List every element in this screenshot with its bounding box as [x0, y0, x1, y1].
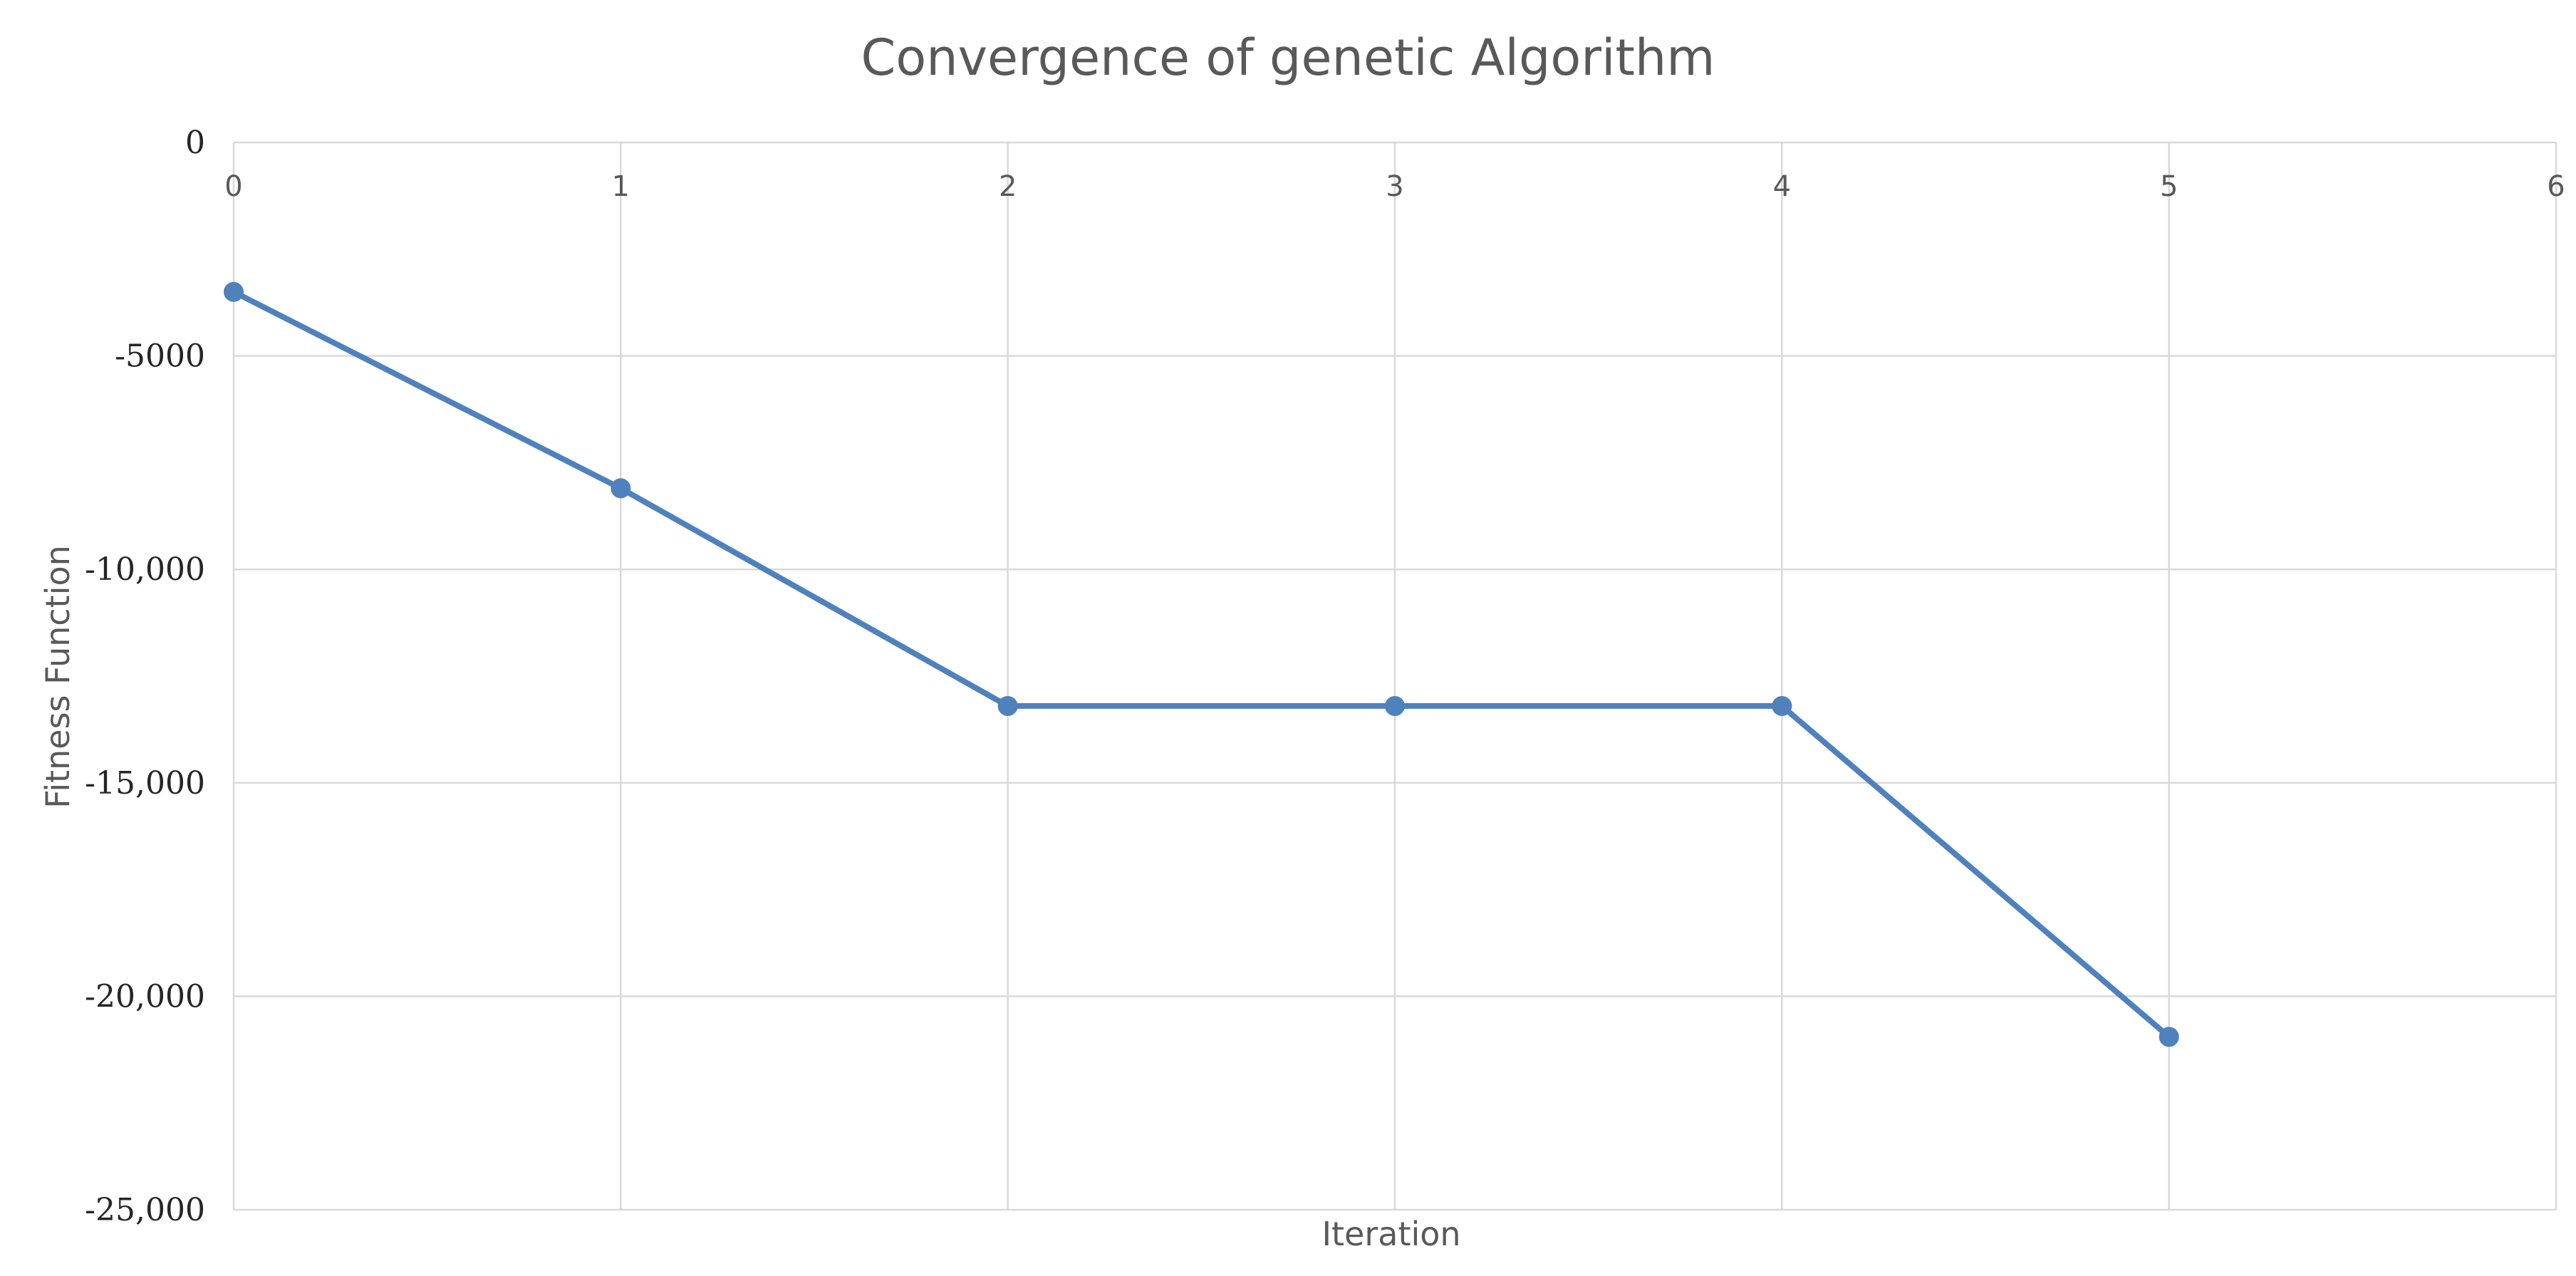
x-tick-label: 2 [999, 170, 1017, 203]
y-tick-label: -25,000 [85, 1192, 205, 1228]
data-point [997, 695, 1018, 716]
x-axis-tick-labels: 0 1 2 3 4 5 6 [224, 170, 2565, 203]
y-tick-label: -5000 [115, 338, 205, 375]
y-axis-title: Fitness Function [38, 545, 77, 809]
data-point [1385, 695, 1405, 716]
x-tick-label: 4 [1773, 170, 1791, 203]
data-point [1772, 695, 1792, 716]
x-axis-title: Iteration [1321, 1215, 1460, 1253]
x-tick-label: 0 [224, 170, 242, 203]
gridlines [232, 141, 2557, 1211]
x-tick-label: 1 [612, 170, 630, 203]
data-point [2159, 1027, 2179, 1047]
y-tick-label: -15,000 [85, 765, 205, 802]
x-tick-label: 6 [2547, 170, 2565, 203]
x-tick-label: 5 [2160, 170, 2178, 203]
y-tick-label: -10,000 [85, 551, 205, 588]
x-tick-label: 3 [1386, 170, 1403, 203]
series-layer [224, 281, 2179, 1047]
series-line [231, 289, 2172, 1040]
data-point [224, 281, 244, 302]
y-axis-tick-labels: 0 -5000 -10,000 -15,000 -20,000 -25,000 [85, 125, 205, 1228]
data-point [611, 478, 631, 499]
y-tick-label: -20,000 [85, 978, 205, 1015]
chart-title: Convergence of genetic Algorithm [861, 28, 1715, 87]
y-tick-label: 0 [185, 125, 205, 161]
